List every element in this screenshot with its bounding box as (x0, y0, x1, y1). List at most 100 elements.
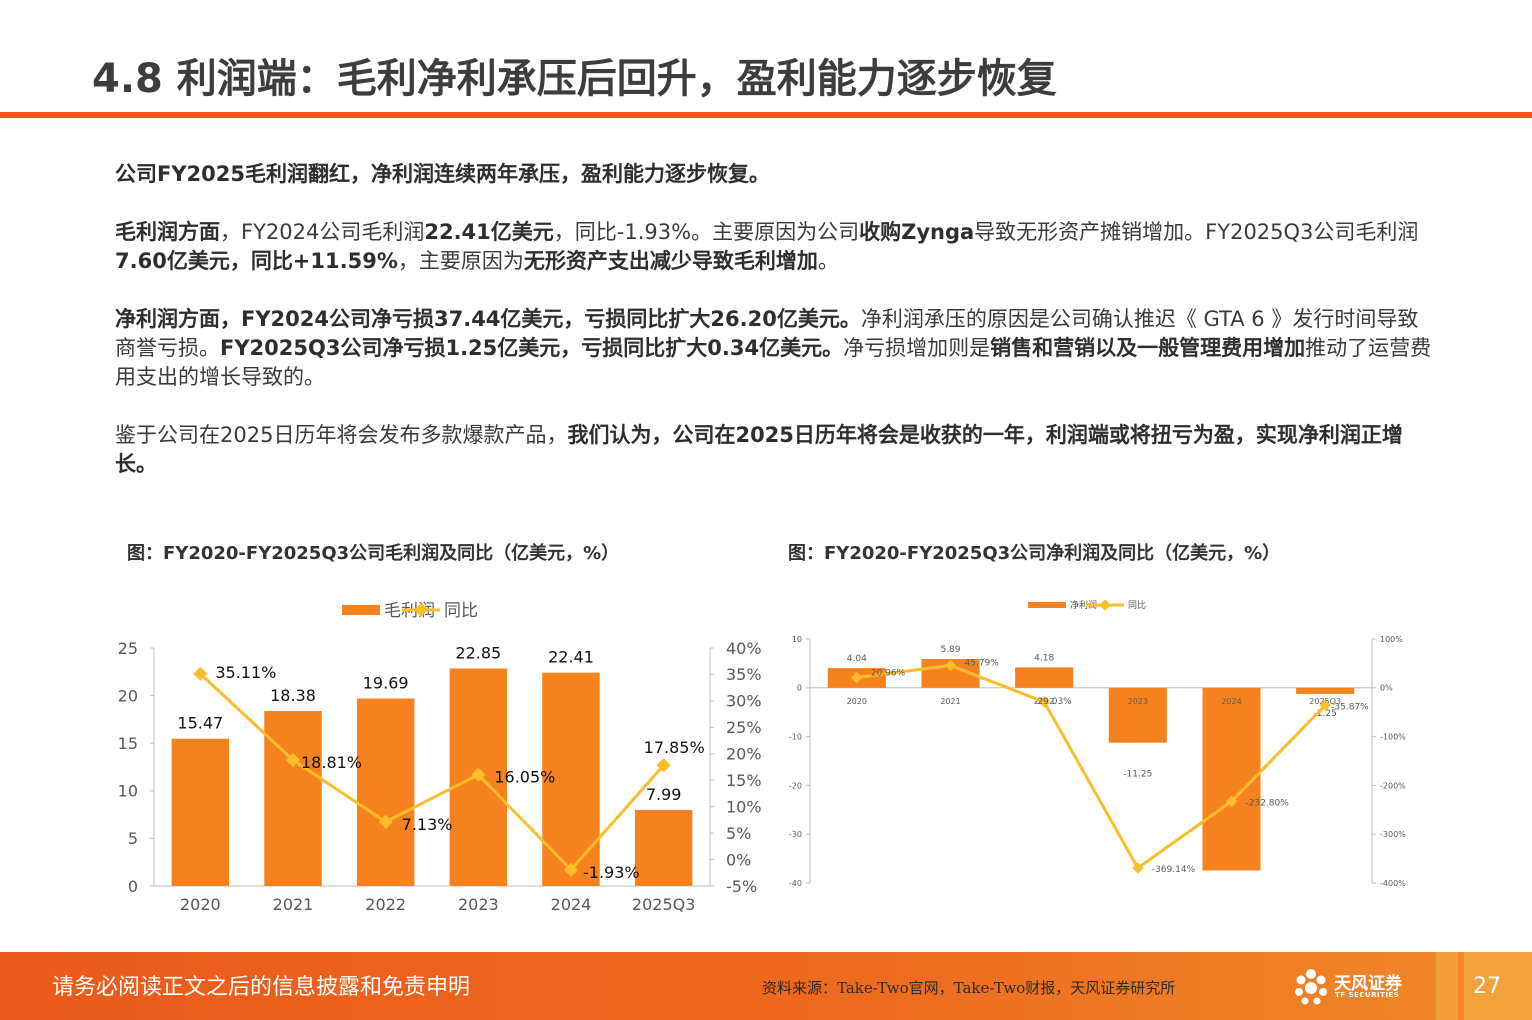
category-label: 2021 (273, 895, 314, 914)
left-tick-label: 15 (118, 734, 138, 753)
category-label: 2020 (847, 697, 867, 706)
right-tick-label: -5% (726, 877, 757, 896)
logo-flower-icon (1295, 969, 1327, 1005)
left-tick-label: 25 (118, 639, 138, 658)
title-divider (0, 112, 1532, 118)
right-tick-label: 40% (726, 639, 762, 658)
right-tick-label: -300% (1380, 830, 1406, 839)
bold-text: FY2025Q3公司净亏损1.25亿美元，亏损同比扩大0.34亿美元。 (220, 336, 844, 360)
gross-profit-chart: 毛利润同比0510152025-5%0%5%10%15%20%25%30%35%… (100, 590, 770, 930)
company-logo: 天风证券 TF SECURITIES (1292, 966, 1422, 1008)
text: 净亏损增加则是 (843, 336, 991, 360)
right-tick-label: 35% (726, 665, 762, 684)
right-tick-label: -100% (1380, 732, 1406, 741)
bar-data-label: 4.04 (847, 654, 867, 664)
bold-text: 7.60亿美元，同比+11.59% (115, 249, 398, 273)
paragraph: 鉴于公司在2025日历年将会发布多款爆款产品，我们认为，公司在2025日历年将会… (115, 421, 1435, 479)
line-data-label: -369.14% (1152, 865, 1196, 875)
left-tick-label: -20 (789, 781, 802, 790)
legend-marker (1099, 599, 1111, 611)
right-tick-label: 100% (1380, 635, 1403, 644)
bold-text: 销售和营销以及一般管理费用增加 (990, 336, 1306, 360)
line-point (471, 767, 486, 782)
line-data-label: -1.93% (583, 863, 640, 882)
right-tick-label: -200% (1380, 781, 1406, 790)
bar-data-label: 7.99 (646, 785, 682, 804)
line-data-label: -232.80% (1246, 798, 1290, 808)
text: ，主要原因为 (397, 249, 524, 273)
right-tick-label: 10% (726, 797, 762, 816)
left-tick-label: -10 (789, 732, 802, 741)
right-tick-label: 25% (726, 718, 762, 737)
left-tick-label: 10 (792, 635, 802, 644)
text: ，同比-1.93%。主要原因为公司 (553, 220, 860, 244)
text: 导致无形资产摊销增加。FY2025Q3公司毛利润 (974, 220, 1419, 244)
text: 推动了运营费用支出的增长导致的。 (115, 336, 1432, 389)
bold-text: 我们认为，公司在2025日历年将会是收获的一年，利润端或将扭亏为盈，实现净利润正… (115, 423, 1403, 476)
bar-data-label: 22.85 (455, 643, 501, 662)
left-tick-label: -40 (789, 879, 802, 888)
bold-text: 22.41亿美元 (424, 220, 554, 244)
bar-data-label: 4.18 (1034, 653, 1054, 663)
right-tick-label: 5% (726, 824, 751, 843)
text: 鉴于公司在2025日历年将会发布多款爆款产品， (115, 423, 568, 447)
bold-text: 无形资产支出减少导致毛利增加 (523, 249, 818, 273)
line-data-label: 45.79% (965, 658, 1000, 668)
left-tick-label: 0 (797, 684, 802, 693)
page-number: 27 (1473, 974, 1501, 999)
text: 净利润承压的原因是公司确认推迟《 GTA 6 》发行时间导致商誉亏损。 (115, 307, 1419, 360)
bar-data-label: 18.38 (270, 686, 316, 705)
figure-right-title: 图：FY2020-FY2025Q3公司净利润及同比（亿美元，%） (788, 543, 1281, 564)
line-point (285, 753, 301, 768)
logo-name: 天风证券 (1334, 974, 1402, 994)
figure-left-title: 图：FY2020-FY2025Q3公司毛利润及同比（亿美元，%） (127, 543, 620, 564)
line-data-label: 20.96% (871, 669, 906, 679)
line-point (1225, 795, 1238, 808)
bar-data-label: -1.25 (1314, 709, 1337, 719)
line-point (563, 862, 579, 877)
category-label: 2024 (1221, 697, 1241, 706)
left-tick-label: 20 (118, 686, 138, 705)
right-tick-label: 0% (726, 850, 751, 869)
line-data-label: 16.05% (494, 768, 555, 787)
right-tick-label: 15% (726, 771, 762, 790)
right-tick-label: 30% (726, 692, 762, 711)
bar (356, 698, 415, 886)
disclaimer-text: 请务必阅读正文之后的信息披露和免责申明 (52, 975, 471, 1000)
source-text: 资料来源：Take-Two官网，Take-Two财报，天风证券研究所 (762, 979, 1176, 997)
line-data-label: -35.87% (1331, 702, 1369, 712)
bar-data-label: 5.89 (940, 645, 960, 655)
left-tick-label: -30 (789, 830, 802, 839)
left-tick-label: 5 (128, 829, 138, 848)
line-data-label: 35.11% (215, 663, 276, 682)
line-data-label: -29.03% (1034, 697, 1072, 707)
bar (1108, 687, 1167, 743)
line-data-label: 18.81% (301, 753, 362, 772)
bold-text: 毛利润方面 (115, 220, 220, 244)
bold-text: 收购Zynga (859, 220, 975, 244)
line-point (378, 814, 393, 829)
bar-data-label: 19.69 (363, 674, 409, 693)
category-label: 2023 (1128, 697, 1148, 706)
paragraph: 公司FY2025毛利润翻红，净利润连续两年承压，盈利能力逐步恢复。 (115, 160, 1435, 189)
line-data-label: 7.13% (402, 815, 453, 834)
text: ，FY2024公司毛利润 (220, 220, 425, 244)
legend-label-bar: 净利润 (1070, 599, 1097, 611)
text: 。 (817, 249, 839, 273)
body-text: 公司FY2025毛利润翻红，净利润连续两年承压，盈利能力逐步恢复。毛利润方面，F… (115, 160, 1435, 508)
right-tick-label: -400% (1380, 879, 1406, 888)
logo-subtitle: TF SECURITIES (1335, 991, 1400, 999)
left-tick-label: 10 (118, 782, 138, 801)
bar-data-label: 15.47 (177, 714, 223, 733)
yoy-line (199, 672, 665, 872)
bar (1015, 667, 1074, 688)
paragraph: 净利润方面，FY2024公司净亏损37.44亿美元，亏损同比扩大26.20亿美元… (115, 305, 1435, 392)
bar (1202, 687, 1261, 871)
left-tick-label: 0 (128, 877, 138, 896)
category-label: 2024 (551, 895, 592, 914)
category-label: 2021 (940, 697, 960, 706)
page-number-box: 27 (1464, 952, 1532, 1020)
category-label: 2025Q3 (632, 895, 696, 914)
legend-marker (413, 602, 429, 618)
line-data-label: 17.85% (644, 738, 705, 757)
